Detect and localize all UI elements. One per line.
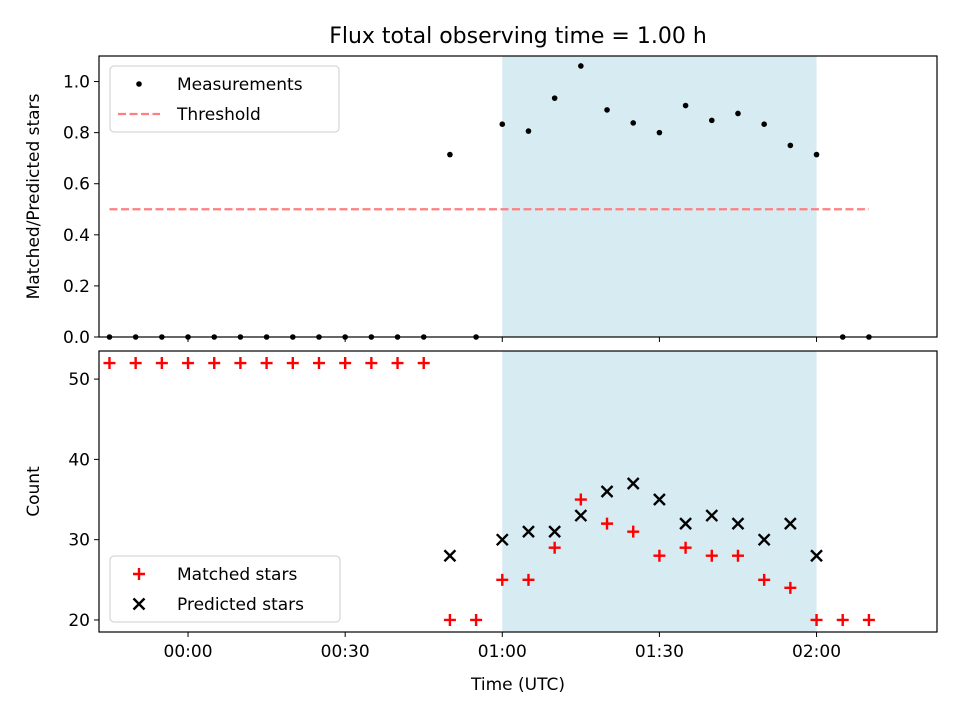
axes-frame: [98, 350, 938, 633]
x-tick-label: 01:00: [478, 642, 527, 662]
legend-marker: [133, 568, 145, 580]
matched-star-marker: [443, 613, 456, 626]
measurement-point: [682, 102, 689, 109]
matched-star-marker: [627, 525, 640, 538]
matched-star-marker: [705, 549, 718, 562]
y-tick-label: 40: [68, 450, 90, 470]
matched-star-marker: [417, 357, 430, 370]
predicted-star-marker: [679, 517, 692, 530]
matched-star-marker: [103, 357, 116, 370]
predicted-star-marker: [731, 517, 745, 530]
measurement-point: [787, 142, 794, 149]
matched-star-marker: [679, 541, 692, 554]
measurement-point: [735, 110, 741, 117]
matched-star-marker: [155, 357, 168, 370]
matched-star-marker: [234, 357, 247, 370]
predicted-star-marker: [522, 525, 535, 538]
x-tick-label: 01:30: [635, 642, 684, 662]
matched-star-marker: [758, 573, 771, 586]
predicted-star-marker: [600, 485, 614, 498]
legend: Measurements Threshold: [109, 65, 340, 133]
predicted-star-marker: [548, 525, 562, 538]
matched-star-marker: [862, 613, 875, 626]
observing-window-shade: [502, 56, 817, 337]
matched-star-marker: [129, 357, 142, 370]
legend-marker: [136, 81, 142, 87]
predicted-star-marker: [705, 509, 719, 522]
matched-star-marker: [548, 541, 561, 554]
legend-label: Matched stars: [177, 565, 297, 585]
matched-star-marker: [731, 549, 744, 562]
matched-star-marker: [810, 613, 823, 626]
matched-star-marker: [470, 613, 483, 626]
measurement-point: [551, 95, 558, 101]
predicted-star-marker: [757, 533, 771, 547]
legend-box: [109, 65, 340, 133]
y-tick-label: 0.8: [63, 124, 90, 144]
predicted-star-marker: [443, 549, 457, 563]
y-tick-label: 30: [68, 531, 90, 551]
predicted-star-marker: [810, 549, 823, 563]
matched-star-marker: [208, 357, 221, 370]
measurement-point: [604, 107, 610, 113]
matched-star-marker: [312, 357, 325, 370]
matched-star-marker: [496, 573, 509, 586]
y-tick-label: 50: [68, 370, 90, 390]
y-tick-label: 0.4: [63, 226, 90, 246]
matched-star-marker: [339, 357, 352, 370]
predicted-star-marker: [626, 477, 640, 490]
count-panel: 20 30 40 50 00:00 00:30 01:00 01:30 02:00 Count Ti…: [24, 350, 938, 695]
predicted-star-marker: [653, 493, 666, 506]
legend-label: Predicted stars: [177, 595, 304, 615]
matched-star-marker: [260, 357, 273, 370]
matched-star-marker: [836, 613, 849, 626]
y-tick-label: 0.6: [63, 175, 90, 195]
matched-star-marker: [365, 357, 378, 370]
y-tick-label: 0.2: [63, 277, 90, 297]
x-tick-label: 02:00: [792, 642, 841, 662]
legend: Matched stars Predicted stars: [109, 555, 341, 623]
y-axis-label: Matched/Predicted stars: [24, 93, 44, 299]
axes-frame: [98, 55, 938, 338]
measurement-point: [447, 151, 453, 158]
y-tick-label: 1.0: [63, 73, 90, 93]
measurement-point: [499, 121, 506, 128]
legend-marker: [132, 597, 146, 611]
y-tick-label: 20: [68, 611, 90, 631]
figure-title: Flux total observing time = 1.00 h: [329, 24, 707, 49]
predicted-star-marker: [574, 509, 588, 522]
matched-star-marker: [653, 549, 666, 562]
matched-star-marker: [391, 357, 404, 370]
measurement-point: [656, 129, 663, 136]
ratio-panel: 0.0 0.2 0.4 0.6 0.8 1.0 Matched/Predicted star…: [24, 55, 938, 348]
measurement-point: [630, 120, 637, 126]
predicted-star-marker: [784, 517, 797, 530]
predicted-star-marker: [495, 533, 509, 547]
measurement-point: [578, 63, 584, 69]
x-tick-label: 00:00: [164, 642, 213, 662]
legend-label: Threshold: [176, 105, 261, 125]
matched-star-marker: [182, 357, 195, 370]
y-tick-label: 0.0: [63, 328, 90, 348]
legend-label: Measurements: [177, 75, 303, 95]
measurement-point: [813, 151, 820, 158]
x-tick-label: 00:30: [321, 642, 370, 662]
legend-box: [109, 555, 341, 623]
y-axis-label: Count: [24, 466, 44, 517]
observing-window-shade: [502, 351, 817, 632]
measurement-point: [761, 121, 767, 128]
measurement-point: [525, 128, 532, 134]
matched-star-marker: [522, 573, 535, 586]
matched-star-marker: [574, 493, 587, 506]
matched-star-marker: [286, 357, 299, 370]
matched-star-marker: [784, 581, 797, 594]
measurement-point: [708, 117, 715, 124]
x-axis-label: Time (UTC): [470, 675, 565, 695]
matched-star-marker: [601, 517, 614, 530]
